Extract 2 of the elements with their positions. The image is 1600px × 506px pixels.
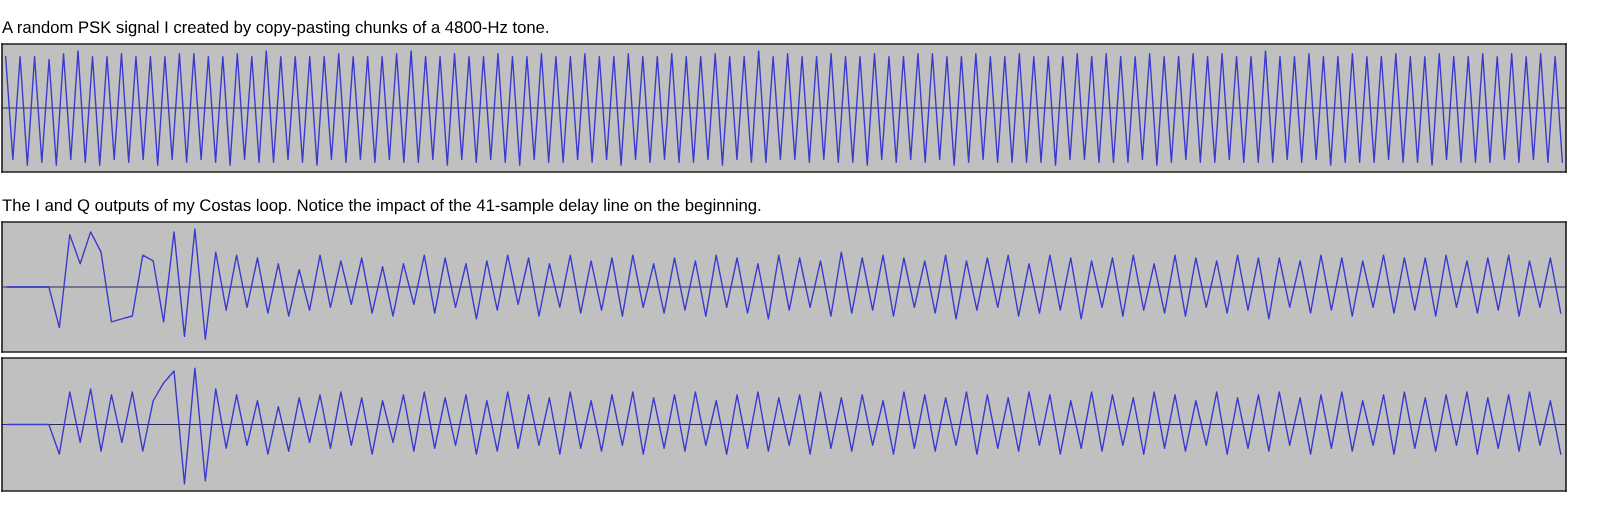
chart-title: The I and Q outputs of my Costas loop. Notice the impact of the 41-sample delay line on the beginning. [2, 198, 761, 215]
chart-title: A random PSK signal I created by copy-pasting chunks of a 4800-Hz tone. [2, 20, 549, 37]
